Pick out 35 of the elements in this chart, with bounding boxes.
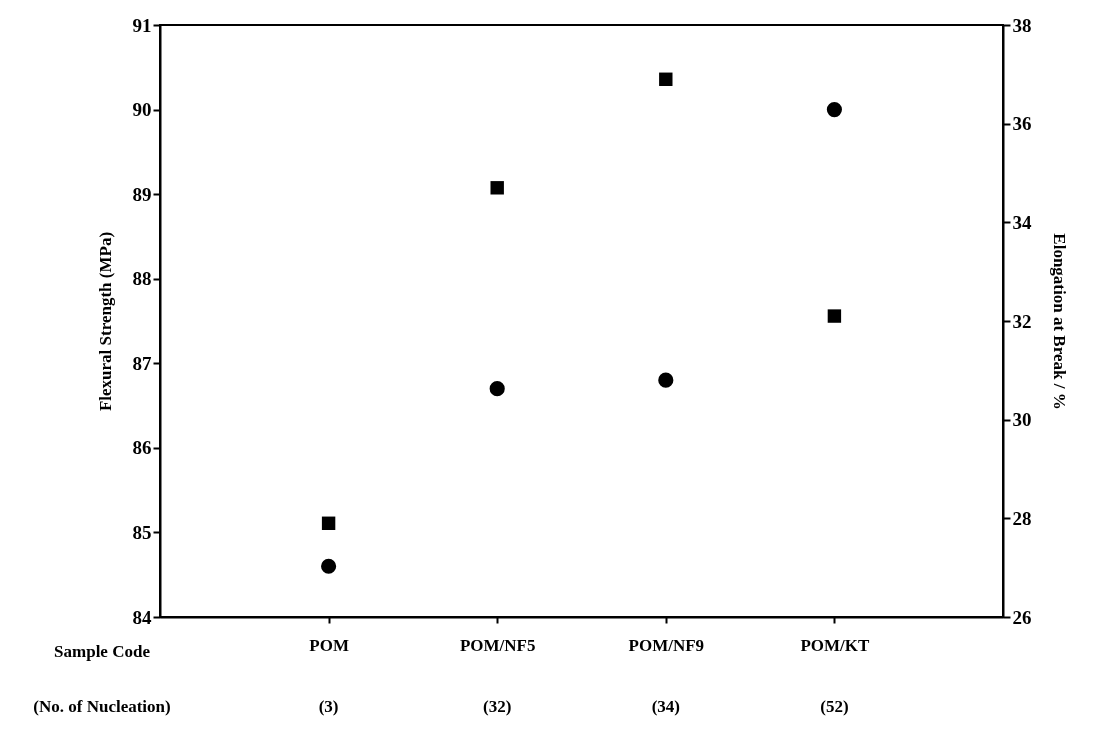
y2-tick-label: 34: [1012, 211, 1032, 233]
point: [826, 102, 842, 118]
text: (32): [483, 697, 512, 716]
y-tick-label: 90: [132, 99, 152, 121]
point: [658, 372, 674, 388]
x-tick-label: POM/NF5: [459, 635, 536, 655]
y-tick-label: 91: [132, 14, 152, 36]
text: (No. of Nucleation): [33, 697, 171, 716]
y-tick-label: 89: [132, 183, 152, 205]
y2-tick-label: 38: [1012, 14, 1032, 36]
point: [489, 381, 505, 397]
text: Sample Code: [54, 642, 151, 661]
y2-tick-label: 26: [1012, 606, 1032, 628]
y-tick-label: 87: [132, 352, 152, 374]
x-tick-label: POM/KT: [800, 635, 871, 655]
point: [490, 181, 504, 195]
y-axis-title: Flexural Strength (MPa): [95, 231, 115, 412]
text: (3): [318, 697, 339, 716]
point: [321, 558, 337, 574]
y2-axis-title: Elongation at Break / %: [1049, 233, 1069, 410]
y2-tick-label: 36: [1012, 113, 1032, 135]
y-tick-label: 86: [132, 437, 152, 459]
text: (34): [651, 697, 680, 716]
y-tick-label: 85: [132, 521, 152, 543]
point: [321, 516, 336, 530]
y-tick-label: 84: [132, 606, 152, 628]
y2-tick-label: 32: [1012, 310, 1032, 332]
y2-tick-label: 28: [1012, 507, 1032, 529]
y-tick-label: 88: [132, 268, 152, 290]
x-tick-label: POM: [309, 635, 349, 655]
point: [827, 309, 842, 323]
x-tick-label: POM/NF9: [628, 635, 705, 655]
point: [659, 72, 673, 86]
text: (52): [820, 697, 849, 716]
y2-tick-label: 30: [1012, 409, 1032, 431]
